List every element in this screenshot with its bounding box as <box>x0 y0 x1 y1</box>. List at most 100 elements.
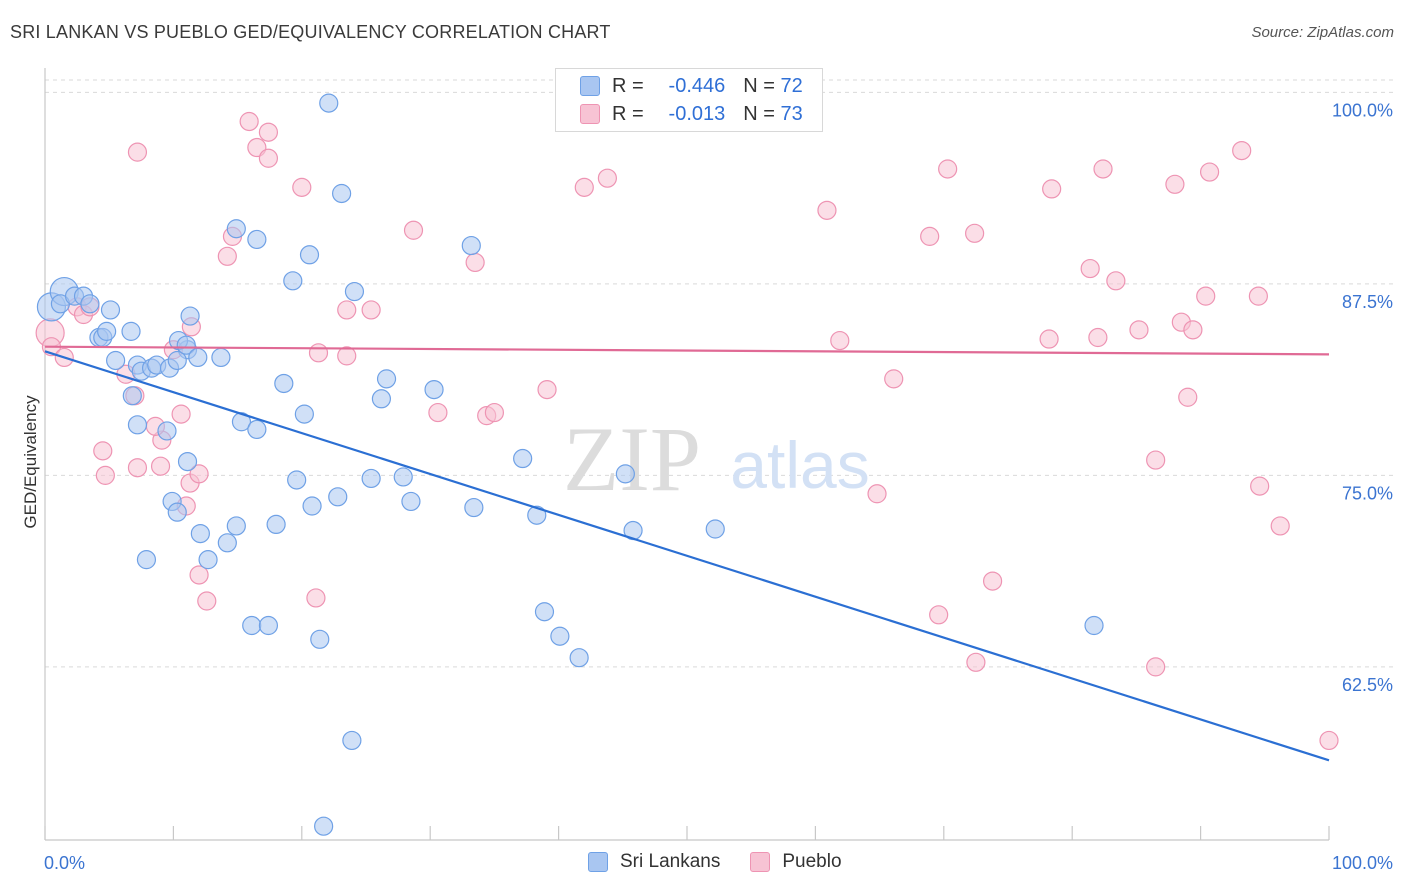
sri-lankans-point[interactable] <box>302 496 322 516</box>
pueblo-point[interactable] <box>938 159 958 179</box>
sri-lankans-point[interactable] <box>217 533 237 553</box>
sri-lankans-point[interactable] <box>190 523 210 544</box>
sri-lankans-point[interactable] <box>299 245 320 265</box>
sri-lankans-point[interactable] <box>226 219 246 239</box>
sri-lankans-point[interactable] <box>461 235 481 256</box>
sri-lankans-point[interactable] <box>534 602 555 622</box>
sri-lankans-point[interactable] <box>97 321 117 341</box>
sri-lankans-point[interactable] <box>177 451 198 472</box>
sri-lankans-point[interactable] <box>569 648 589 668</box>
pueblo-point[interactable] <box>929 605 949 625</box>
sri-lankans-point[interactable] <box>332 183 352 204</box>
pueblo-point[interactable] <box>1093 159 1113 179</box>
pueblo-point[interactable] <box>465 252 485 273</box>
sri-lankans-point[interactable] <box>1084 615 1104 636</box>
sri-lankans-point[interactable] <box>100 300 121 320</box>
pueblo-point[interactable] <box>292 177 312 197</box>
pueblo-point[interactable] <box>189 464 209 484</box>
pueblo-point[interactable] <box>1183 320 1203 340</box>
sri-lankans-point[interactable] <box>188 347 208 368</box>
pueblo-point[interactable] <box>308 343 329 363</box>
sri-lankans-point[interactable] <box>294 404 314 424</box>
sri-lankans-point[interactable] <box>310 629 330 649</box>
sri-lankans-point[interactable] <box>361 468 381 489</box>
pueblo-point[interactable] <box>597 168 617 188</box>
sri-lankans-point[interactable] <box>121 321 141 341</box>
sri-lankans-point[interactable] <box>242 615 262 636</box>
pueblo-point[interactable] <box>93 441 113 461</box>
sri-lankans-point[interactable] <box>314 816 334 836</box>
sri-lankans-point[interactable] <box>393 467 413 487</box>
sri-lankans-point[interactable] <box>705 519 725 539</box>
pueblo-point[interactable] <box>1080 258 1100 279</box>
pueblo-point[interactable] <box>1196 286 1216 306</box>
pueblo-point[interactable] <box>1270 516 1290 536</box>
pueblo-point[interactable] <box>1199 162 1220 182</box>
pueblo-point[interactable] <box>1165 174 1185 194</box>
pueblo-point[interactable] <box>1129 320 1149 340</box>
pueblo-point[interactable] <box>982 571 1003 591</box>
sri-lankans-point[interactable] <box>211 347 231 368</box>
sri-lankans-point[interactable] <box>371 389 392 409</box>
pueblo-point[interactable] <box>197 591 217 611</box>
sri-lankans-point[interactable] <box>266 514 286 535</box>
pueblo-point[interactable] <box>258 122 279 142</box>
sri-lankans-point[interactable] <box>615 464 635 484</box>
sri-lankans-point[interactable] <box>247 229 267 250</box>
sri-lankans-point[interactable] <box>344 281 365 302</box>
sri-lankans-point[interactable] <box>167 502 187 522</box>
sri-lankans-point[interactable] <box>226 516 246 536</box>
pueblo-point[interactable] <box>884 369 904 389</box>
pueblo-point[interactable] <box>966 652 986 672</box>
pueblo-point[interactable] <box>95 465 115 485</box>
sri-lankans-point[interactable] <box>550 626 570 646</box>
sri-lankans-point[interactable] <box>180 306 200 326</box>
pueblo-point[interactable] <box>1146 657 1166 677</box>
pueblo-point[interactable] <box>817 200 837 220</box>
sri-lankans-point[interactable] <box>198 550 218 570</box>
pueblo-point[interactable] <box>239 111 259 132</box>
sri-lankans-point[interactable] <box>464 497 484 518</box>
pueblo-point[interactable] <box>537 379 557 400</box>
sri-lankans-point[interactable] <box>258 615 279 636</box>
sri-lankans-point[interactable] <box>319 93 339 113</box>
pueblo-point[interactable] <box>337 300 357 320</box>
sri-lankans-point[interactable] <box>527 505 547 525</box>
sri-lankans-point[interactable] <box>176 335 196 355</box>
sri-lankans-point[interactable] <box>274 373 294 394</box>
pueblo-point[interactable] <box>337 346 357 366</box>
pueblo-point[interactable] <box>258 148 279 168</box>
sri-lankans-point[interactable] <box>342 730 362 751</box>
pueblo-point[interactable] <box>1039 329 1059 349</box>
pueblo-point[interactable] <box>150 456 171 476</box>
sri-lankans-point[interactable] <box>136 550 157 570</box>
sri-lankans-point[interactable] <box>167 350 187 371</box>
pueblo-point[interactable] <box>361 300 381 320</box>
pueblo-point[interactable] <box>306 588 326 608</box>
pueblo-point[interactable] <box>127 458 148 478</box>
sri-lankans-point[interactable] <box>513 448 533 469</box>
pueblo-point[interactable] <box>1319 730 1339 751</box>
pueblo-point[interactable] <box>127 142 148 162</box>
sri-lankans-point[interactable] <box>283 271 303 291</box>
pueblo-point[interactable] <box>965 223 985 243</box>
sri-lankans-point[interactable] <box>287 470 307 490</box>
pueblo-point[interactable] <box>1042 179 1062 199</box>
pueblo-point[interactable] <box>1178 387 1198 407</box>
pueblo-point[interactable] <box>428 402 448 423</box>
sri-lankans-point[interactable] <box>424 379 444 400</box>
pueblo-point[interactable] <box>171 404 191 424</box>
pueblo-point[interactable] <box>484 402 504 423</box>
legend-item-sri-lankans[interactable]: Sri Lankans <box>588 851 720 873</box>
pueblo-point[interactable] <box>189 565 209 585</box>
pueblo-point[interactable] <box>920 226 940 246</box>
sri-lankans-point[interactable] <box>157 421 177 441</box>
legend-item-pueblo[interactable]: Pueblo <box>750 851 842 873</box>
pueblo-point[interactable] <box>403 220 424 240</box>
pueblo-point[interactable] <box>830 330 850 351</box>
sri-lankans-point[interactable] <box>80 294 100 314</box>
pueblo-point[interactable] <box>1248 286 1268 306</box>
pueblo-point[interactable] <box>1088 327 1108 348</box>
sri-lankans-point[interactable] <box>122 386 142 406</box>
pueblo-point[interactable] <box>574 177 594 197</box>
